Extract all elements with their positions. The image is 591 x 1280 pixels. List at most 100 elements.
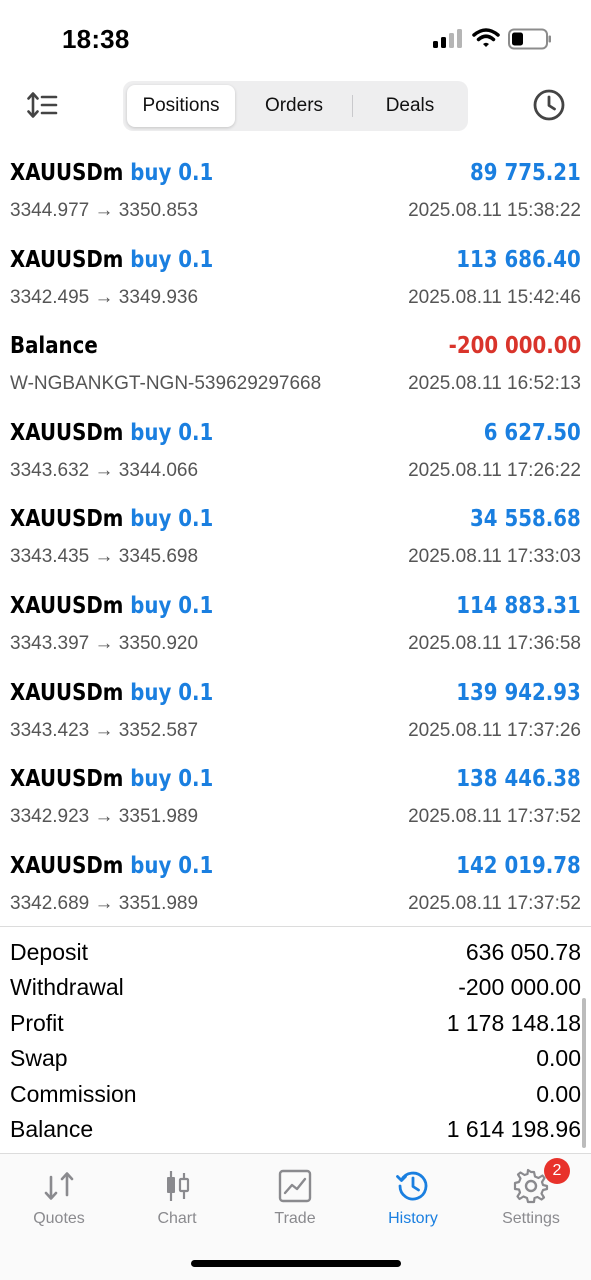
- tab-label: Chart: [157, 1210, 197, 1227]
- row-title: XAUUSDm buy 0.1: [10, 247, 213, 273]
- row-time: 2025.08.11 16:52:13: [408, 373, 581, 395]
- row-symbol: XAUUSDm: [10, 160, 124, 186]
- tab-deals[interactable]: Deals: [385, 95, 435, 116]
- position-row[interactable]: XAUUSDm buy 0.1 113 686.40 3342.495 → 33…: [0, 237, 591, 324]
- row-profit: 113 686.40: [456, 246, 581, 273]
- row-title: XAUUSDm buy 0.1: [10, 506, 213, 532]
- row-prices: 3343.423 → 3352.587: [10, 719, 199, 741]
- notification-badge: 2: [544, 1158, 570, 1184]
- row-profit: 6 627.50: [484, 419, 581, 446]
- row-title: XAUUSDm buy 0.1: [10, 420, 213, 446]
- trade-chart-icon: [278, 1169, 312, 1203]
- row-direction: buy 0.1: [130, 679, 214, 706]
- row-symbol: XAUUSDm: [10, 506, 124, 533]
- row-prices: 3342.495 → 3349.936: [10, 286, 199, 308]
- history-segmented-control: Positions Orders Deals: [123, 81, 468, 131]
- sort-icon[interactable]: [26, 90, 58, 120]
- summary-value: 0.00: [536, 1045, 581, 1072]
- position-row[interactable]: XAUUSDm buy 0.1 142 019.78 3342.689 → 33…: [0, 843, 591, 930]
- row-title: XAUUSDm buy 0.1: [10, 680, 213, 706]
- row-time: 2025.08.11 17:37:52: [408, 806, 581, 828]
- position-row[interactable]: XAUUSDm buy 0.1 138 446.38 3342.923 → 33…: [0, 756, 591, 843]
- summary-value: -200 000.00: [458, 974, 581, 1001]
- balance-row[interactable]: Balance -200 000.00 W-NGBANKGT-NGN-53962…: [0, 323, 591, 410]
- summary-label: Deposit: [10, 939, 88, 965]
- row-direction: buy 0.1: [130, 592, 214, 619]
- tab-label: Quotes: [33, 1210, 85, 1227]
- row-profit: -200 000.00: [448, 333, 581, 360]
- row-direction: buy 0.1: [130, 160, 214, 186]
- summary-label: Withdrawal: [10, 974, 124, 1001]
- tab-trade[interactable]: Trade: [236, 1164, 354, 1234]
- row-direction: buy 0.1: [130, 766, 214, 793]
- tab-label: Settings: [502, 1210, 560, 1227]
- position-row[interactable]: XAUUSDm buy 0.1 114 883.31 3343.397 → 33…: [0, 583, 591, 670]
- row-symbol: XAUUSDm: [10, 419, 124, 446]
- tab-orders[interactable]: Orders: [264, 95, 324, 116]
- row-symbol: XAUUSDm: [10, 766, 124, 793]
- row-prices: 3342.689 → 3351.989: [10, 892, 199, 914]
- summary-label: Profit: [10, 1009, 64, 1036]
- row-time: 2025.08.11 17:33:03: [408, 546, 581, 568]
- tab-positions[interactable]: Positions: [127, 85, 235, 127]
- position-row[interactable]: XAUUSDm buy 0.1 139 942.93 3343.423 → 33…: [0, 670, 591, 757]
- row-time: 2025.08.11 17:37:26: [408, 719, 581, 741]
- tab-chart[interactable]: Chart: [118, 1164, 236, 1234]
- summary-panel: Deposit 636 050.78 Withdrawal -200 000.0…: [0, 935, 591, 1147]
- summary-commission: Commission 0.00: [0, 1077, 591, 1112]
- row-profit: 89 775.21: [470, 160, 581, 186]
- row-symbol: XAUUSDm: [10, 246, 124, 273]
- row-prices: 3343.397 → 3350.920: [10, 632, 199, 654]
- row-profit: 114 883.31: [456, 592, 581, 619]
- candlestick-chart-icon: [167, 1171, 190, 1201]
- row-title: XAUUSDm buy 0.1: [10, 160, 213, 186]
- tab-history[interactable]: History: [354, 1164, 472, 1234]
- summary-value: 1 614 198.96: [446, 1115, 581, 1142]
- row-prices: 3344.977 → 3350.853: [10, 200, 199, 221]
- position-row[interactable]: XAUUSDm buy 0.1 34 558.68 3343.435 → 334…: [0, 496, 591, 583]
- summary-divider: [0, 926, 591, 927]
- row-time: 2025.08.11 17:37:52: [408, 892, 581, 914]
- row-prices: 3342.923 → 3351.989: [10, 806, 199, 828]
- row-profit: 138 446.38: [456, 766, 581, 793]
- row-symbol: XAUUSDm: [10, 679, 124, 706]
- tab-settings[interactable]: 2 Settings: [472, 1158, 590, 1234]
- summary-deposit: Deposit 636 050.78: [0, 935, 591, 970]
- row-direction: buy 0.1: [130, 852, 214, 879]
- tab-label: Trade: [274, 1210, 316, 1227]
- row-profit: 139 942.93: [456, 679, 581, 706]
- quotes-icon: [44, 1172, 74, 1200]
- summary-profit: Profit 1 178 148.18: [0, 1006, 591, 1041]
- row-comment: W-NGBANKGT-NGN-539629297668: [10, 373, 322, 395]
- position-row[interactable]: XAUUSDm buy 0.1 6 627.50 3343.632 → 3344…: [0, 410, 591, 497]
- tab-quotes[interactable]: Quotes: [0, 1164, 118, 1234]
- wifi-icon: [472, 28, 500, 47]
- scrollbar[interactable]: [582, 998, 586, 1148]
- row-prices: 3343.632 → 3344.066: [10, 459, 199, 481]
- row-time: 2025.08.11 17:36:58: [408, 632, 581, 654]
- row-title: XAUUSDm buy 0.1: [10, 853, 213, 879]
- row-title: XAUUSDm buy 0.1: [10, 766, 213, 792]
- summary-value: 0.00: [536, 1080, 581, 1107]
- row-title: Balance: [10, 333, 98, 359]
- row-direction: buy 0.1: [130, 419, 214, 446]
- status-time: 18:38: [62, 24, 130, 54]
- row-profit: 142 019.78: [456, 852, 581, 879]
- positions-list: XAUUSDm buy 0.1 89 775.21 3344.977 → 335…: [0, 150, 591, 929]
- row-direction: buy 0.1: [130, 506, 214, 533]
- row-profit: 34 558.68: [470, 506, 581, 533]
- row-direction: buy 0.1: [130, 246, 214, 273]
- history-header: Positions Orders Deals: [0, 78, 591, 134]
- row-time: 2025.08.11 15:38:22: [408, 200, 581, 221]
- segment-divider: [352, 95, 353, 117]
- summary-value: 636 050.78: [465, 939, 581, 965]
- home-indicator[interactable]: [191, 1260, 401, 1267]
- position-row[interactable]: XAUUSDm buy 0.1 89 775.21 3344.977 → 335…: [0, 150, 591, 237]
- cellular-signal-icon: [433, 29, 462, 48]
- history-clock-icon[interactable]: [532, 88, 566, 122]
- history-icon: [396, 1171, 428, 1201]
- summary-balance: Balance 1 614 198.96: [0, 1112, 591, 1147]
- row-symbol: XAUUSDm: [10, 852, 124, 879]
- summary-label: Swap: [10, 1045, 68, 1072]
- row-time: 2025.08.11 17:26:22: [408, 459, 581, 481]
